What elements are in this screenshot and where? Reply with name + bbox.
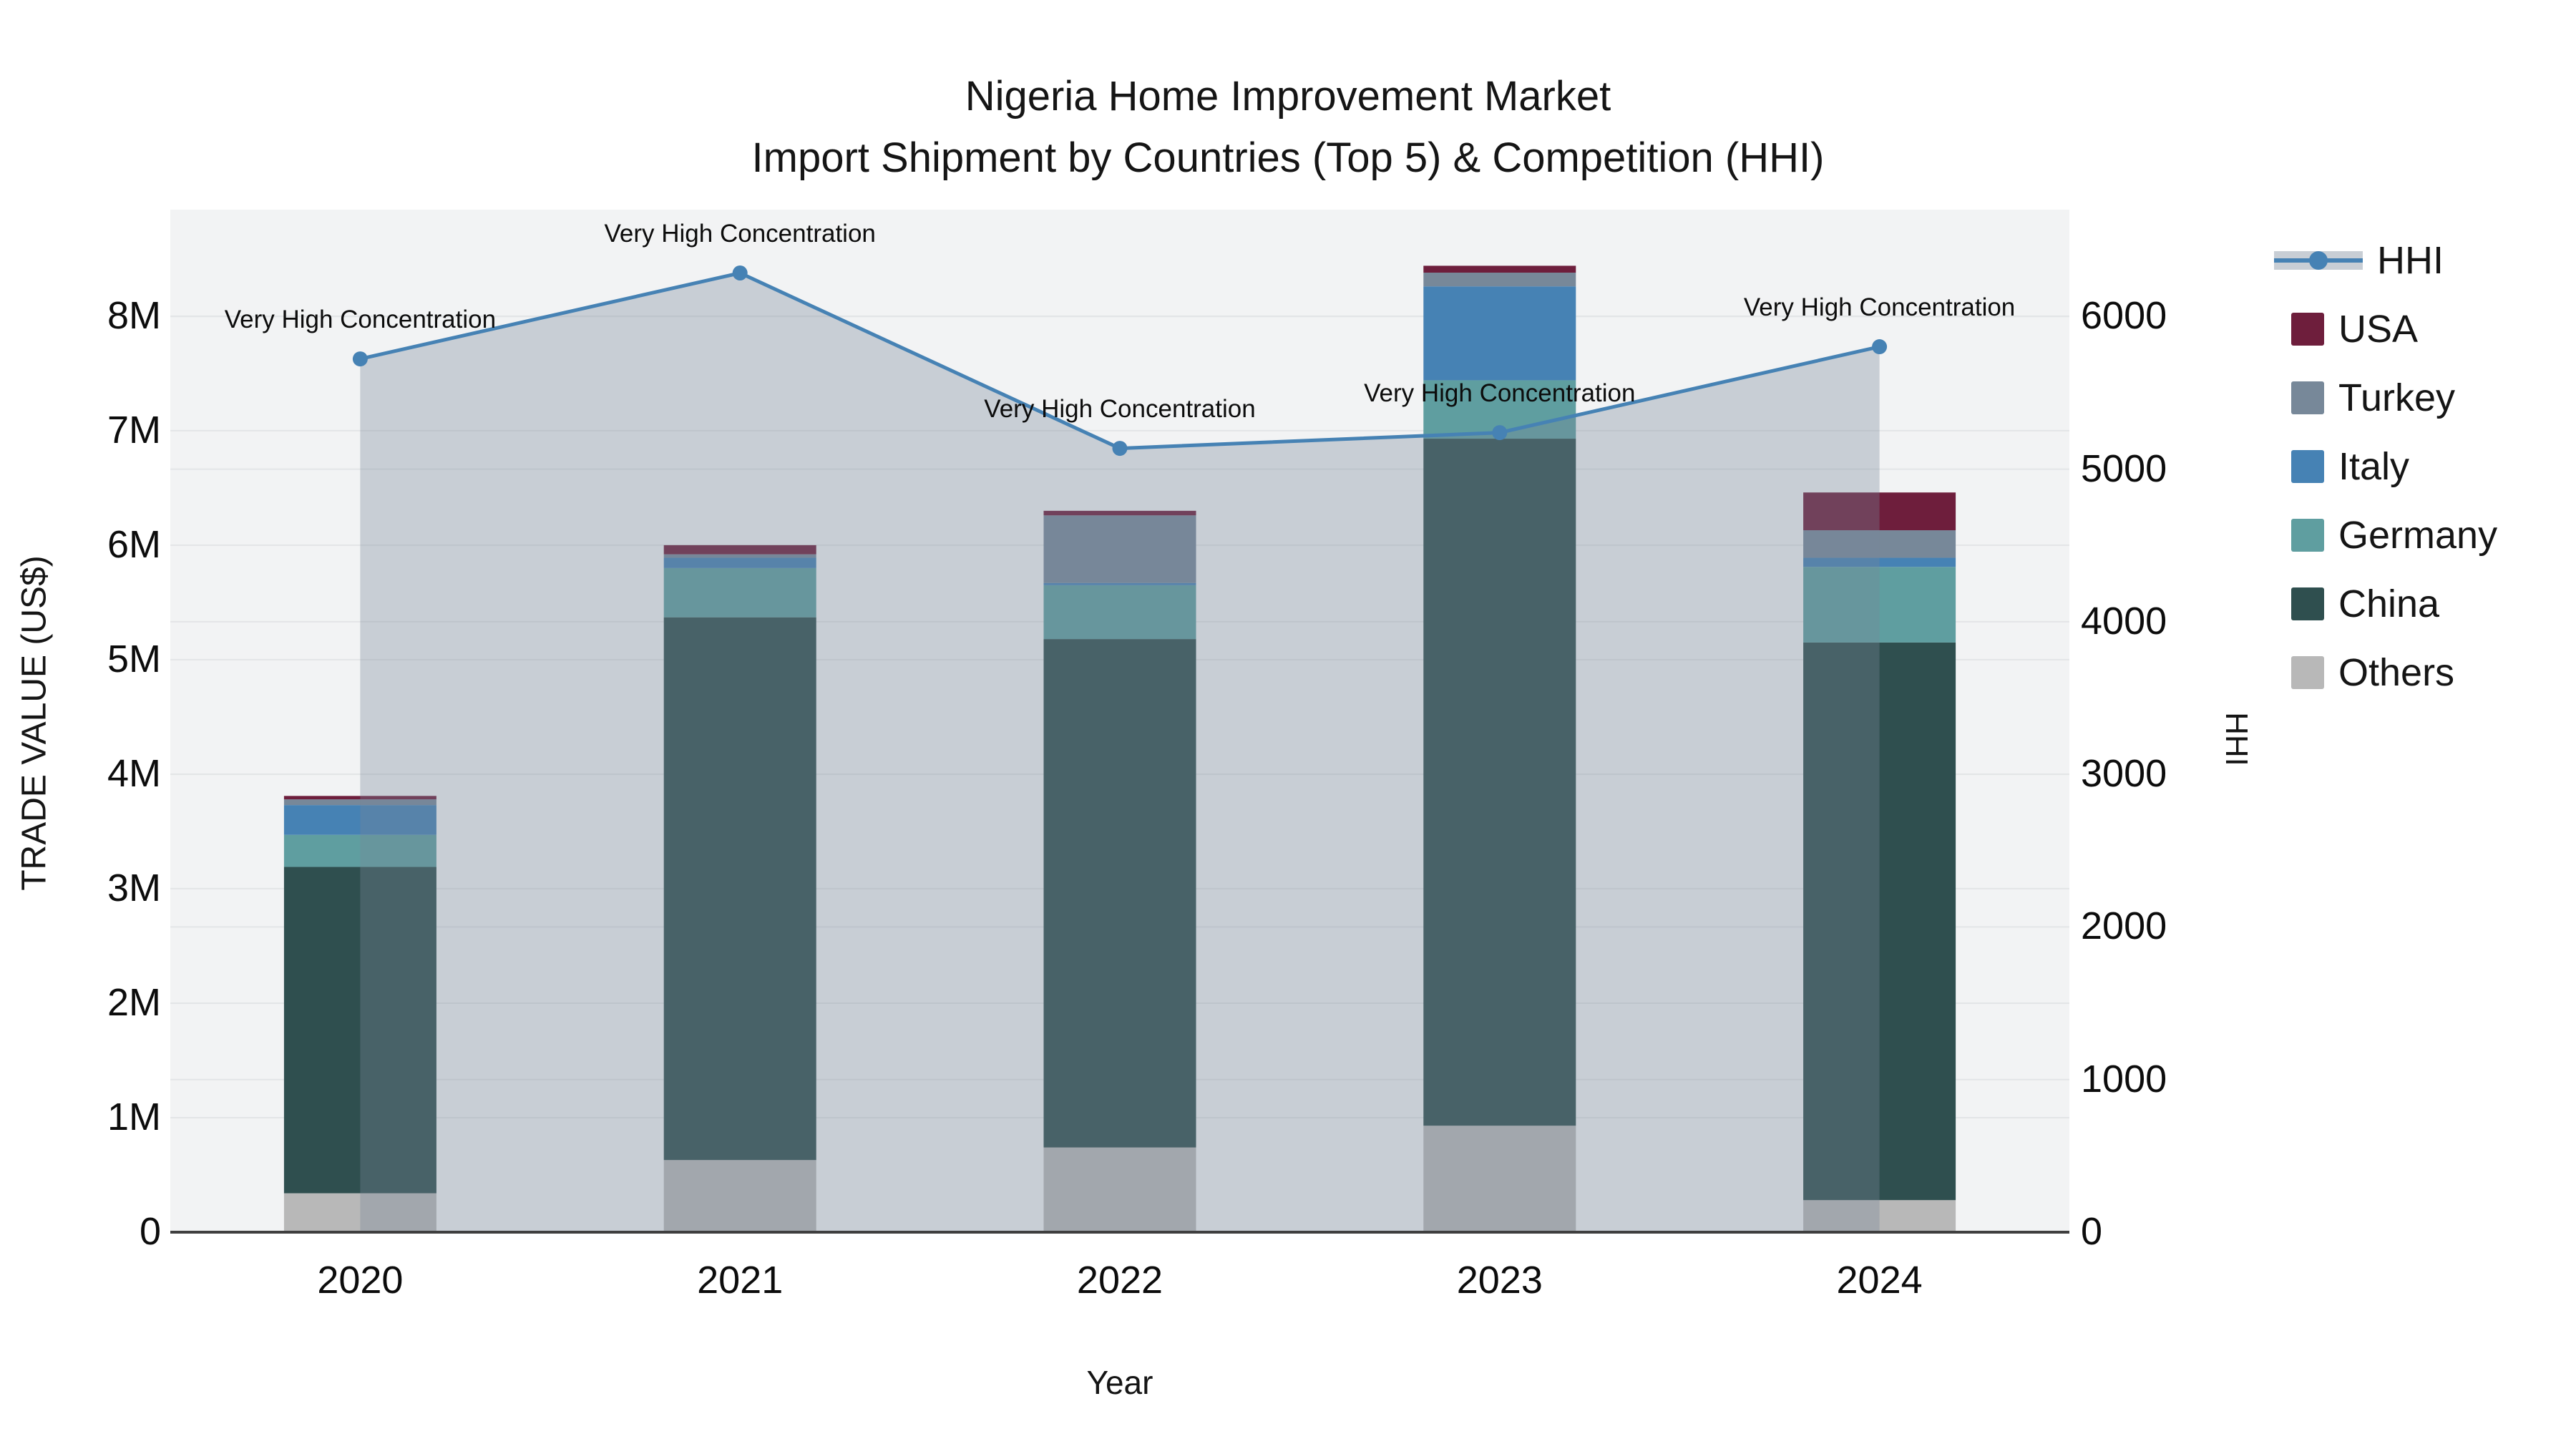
legend-item-china[interactable]: China (2254, 582, 2439, 625)
legend-label: Germany (2338, 514, 2498, 557)
bar-segment-others-2020 (283, 1193, 436, 1232)
bar-segment-turkey-2023 (1423, 273, 1576, 287)
y-right-tick-2000: 2000 (2081, 904, 2167, 948)
bar-segment-china-2020 (283, 867, 436, 1194)
annotation-2023: Very High Concentration (1364, 379, 1636, 407)
hhi-marker-2024 (1872, 339, 1888, 355)
x-tick-2021: 2021 (697, 1259, 784, 1302)
bar-segment-turkey-2024 (1803, 530, 1956, 558)
hhi-marker-2023 (1492, 425, 1508, 441)
bar-segment-others-2023 (1423, 1126, 1576, 1232)
legend-swatch (2291, 313, 2324, 346)
legend-swatch (2291, 450, 2324, 483)
legend-item-hhi[interactable]: HHI (2254, 239, 2444, 282)
y-right-tick-5000: 5000 (2081, 447, 2167, 490)
bar-segment-italy-2020 (283, 805, 436, 835)
legend-label: Others (2338, 651, 2455, 694)
bar-segment-others-2022 (1043, 1147, 1196, 1232)
legend-swatch (2291, 587, 2324, 620)
bar-segment-usa-2020 (283, 796, 436, 800)
y-left-tick-1M: 1M (107, 1095, 161, 1138)
legend-label: USA (2338, 308, 2419, 351)
bar-segment-germany-2021 (663, 567, 816, 618)
legend-item-turkey[interactable]: Turkey (2254, 376, 2455, 419)
bar-segment-usa-2021 (663, 545, 816, 555)
x-axis-title: Year (1086, 1364, 1153, 1401)
legend-swatch (2291, 656, 2324, 689)
bar-segment-turkey-2021 (663, 554, 816, 558)
annotation-2024: Very High Concentration (1743, 293, 2016, 321)
hhi-area (360, 273, 1880, 1232)
y-left-tick-6M: 6M (107, 522, 161, 566)
legend-label: China (2338, 582, 2440, 625)
legend-item-germany[interactable]: Germany (2254, 514, 2497, 557)
bar-segment-china-2023 (1423, 439, 1576, 1126)
bar-segment-turkey-2020 (283, 799, 436, 806)
bar-segment-china-2021 (663, 617, 816, 1161)
y-left-tick-3M: 3M (107, 866, 161, 909)
bar-segment-turkey-2022 (1043, 515, 1196, 583)
hhi-marker-2021 (732, 265, 748, 281)
annotation-2021: Very High Concentration (604, 219, 876, 248)
hhi-legend-symbol (2274, 251, 2363, 270)
bar-segment-others-2021 (663, 1160, 816, 1232)
y-left-tick-0: 0 (139, 1210, 161, 1253)
x-tick-2023: 2023 (1456, 1259, 1543, 1302)
bar-segment-usa-2023 (1423, 265, 1576, 273)
y-right-tick-6000: 6000 (2081, 294, 2167, 338)
legend-item-italy[interactable]: Italy (2254, 445, 2409, 488)
legend-swatch (2291, 381, 2324, 414)
legend-item-usa[interactable]: USA (2254, 308, 2418, 351)
y-left-tick-4M: 4M (107, 751, 161, 795)
y-right-tick-1000: 1000 (2081, 1057, 2167, 1101)
legend-label: HHI (2377, 239, 2444, 282)
chart-title: Nigeria Home Improvement Market Import S… (0, 66, 2576, 189)
bar-segment-china-2024 (1803, 642, 1956, 1201)
bar-segment-usa-2022 (1043, 510, 1196, 516)
bar-segment-usa-2024 (1803, 492, 1956, 531)
chart-title-line1: Nigeria Home Improvement Market (965, 73, 1611, 119)
bar-segment-italy-2023 (1423, 286, 1576, 381)
x-tick-2024: 2024 (1836, 1259, 1923, 1302)
y-left-tick-2M: 2M (107, 980, 161, 1024)
x-tick-2020: 2020 (317, 1259, 404, 1302)
y-right-tick-0: 0 (2081, 1210, 2103, 1253)
legend-swatch (2291, 519, 2324, 552)
bar-segment-others-2024 (1803, 1200, 1956, 1232)
bar-segment-italy-2022 (1043, 582, 1196, 585)
y-left-tick-5M: 5M (107, 637, 161, 680)
bar-segment-germany-2024 (1803, 567, 1956, 643)
legend-label: Turkey (2338, 376, 2456, 419)
hhi-marker-2022 (1112, 441, 1128, 457)
y-left-tick-8M: 8M (107, 293, 161, 337)
y-left-tick-7M: 7M (107, 408, 161, 452)
legend-label: Italy (2338, 445, 2410, 488)
bar-segment-germany-2020 (283, 834, 436, 867)
hhi-marker-2020 (352, 351, 368, 367)
y-axis-title-right: HHI (2219, 712, 2254, 766)
annotation-2022: Very High Concentration (984, 394, 1256, 423)
bar-segment-italy-2021 (663, 557, 816, 568)
hhi-marker-icon (2309, 251, 2328, 270)
bar-segment-germany-2022 (1043, 585, 1196, 640)
chart-title-line2: Import Shipment by Countries (Top 5) & C… (751, 134, 1825, 181)
y-right-tick-4000: 4000 (2081, 599, 2167, 643)
annotation-2020: Very High Concentration (224, 305, 497, 333)
legend-item-others[interactable]: Others (2254, 651, 2454, 694)
y-right-tick-3000: 3000 (2081, 752, 2167, 796)
x-tick-2022: 2022 (1076, 1259, 1163, 1302)
bar-segment-china-2022 (1043, 639, 1196, 1148)
y-axis-title-left: TRADE VALUE (US$) (15, 555, 54, 891)
bar-segment-italy-2024 (1803, 557, 1956, 567)
